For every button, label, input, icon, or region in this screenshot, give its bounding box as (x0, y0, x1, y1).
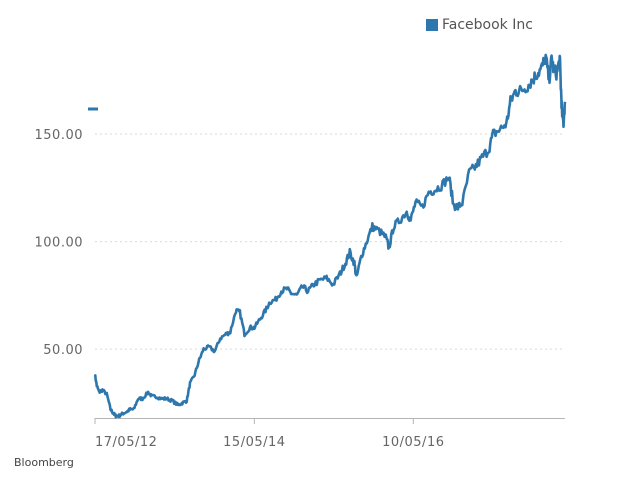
legend-label: Facebook Inc (442, 17, 533, 33)
x-tick-label: 17/05/12 (95, 435, 157, 450)
y-tick-label: 50.00 (43, 343, 83, 358)
legend-swatch (426, 19, 438, 31)
y-tick-label: 100.00 (35, 236, 84, 251)
y-tick-label: 150.00 (35, 128, 84, 143)
x-tick-label: 10/05/16 (382, 435, 444, 450)
series-line-facebook-inc (93, 53, 567, 419)
x-tick-label: 15/05/14 (223, 435, 285, 450)
chart-legend: Facebook Inc (426, 17, 533, 33)
source-label: Bloomberg (14, 456, 74, 469)
